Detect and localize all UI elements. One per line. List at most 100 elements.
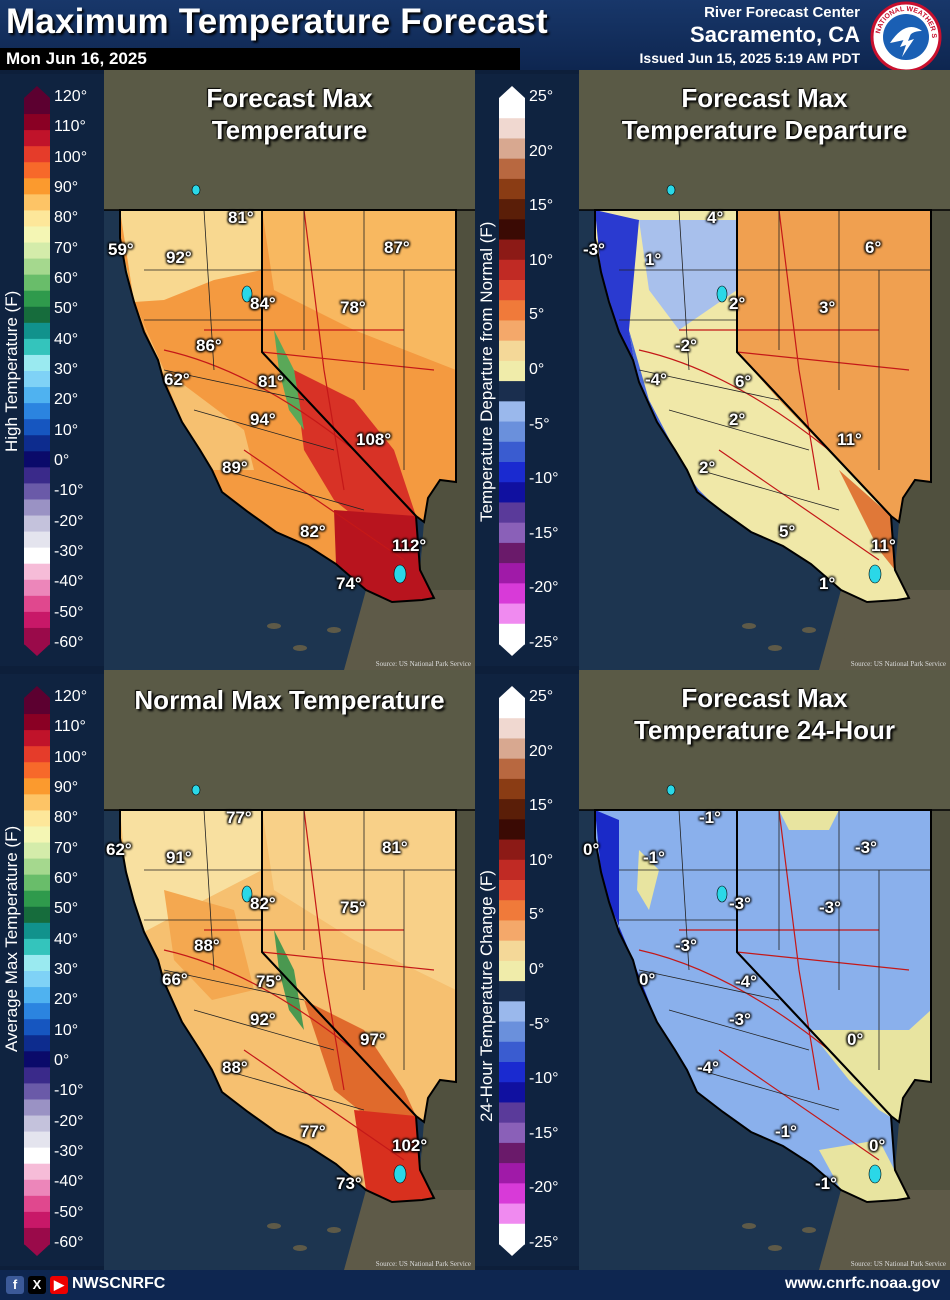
legend-color-swatch [24, 1099, 50, 1117]
temperature-value-label: -1° [699, 808, 721, 827]
legend-color-swatch [24, 338, 50, 356]
legend-color-swatch [499, 1223, 525, 1245]
legend-color-swatch [499, 138, 525, 160]
temperature-value-label: 81° [258, 372, 284, 391]
temperature-value-label: 1° [645, 250, 662, 269]
legend-color-swatch [24, 162, 50, 179]
legend-color-swatch [24, 1227, 50, 1245]
legend-color-swatch [499, 778, 525, 800]
legend-axis-label: Average Max Temperature (F) [2, 825, 21, 1052]
temperature-value-label: 2° [699, 458, 716, 477]
legend-color-swatch [499, 98, 525, 119]
value-zone [120, 810, 262, 932]
x-icon[interactable]: X [28, 1276, 46, 1294]
legend-color-swatch [499, 158, 525, 180]
arizona-terrain [420, 810, 475, 1198]
legend-color-swatch [24, 762, 50, 779]
legend-tick-label: -30° [54, 543, 84, 560]
legend-tick-label: 15° [529, 797, 554, 815]
legend-color-swatch [24, 627, 50, 645]
legend-tick-label: 60° [54, 270, 79, 287]
temperature-value-label: -2° [675, 336, 697, 355]
oregon-terrain [579, 70, 950, 210]
legend-color-swatch [24, 499, 50, 517]
temperature-value-label: 77° [226, 808, 252, 827]
legend-tick-label: 0° [529, 961, 545, 978]
legend-color-swatch [24, 874, 50, 892]
temperature-value-label: 92° [250, 1010, 276, 1029]
legend-tick-label: 20° [529, 142, 554, 160]
legend-color-swatch [24, 387, 50, 404]
channel-island [768, 1245, 782, 1251]
temperature-value-label: -4° [735, 972, 757, 991]
reservoir-lake [666, 784, 676, 796]
legend-tick-label: 30° [54, 361, 79, 378]
legend-color-swatch [499, 259, 525, 281]
legend-color-swatch [24, 274, 50, 292]
legend-tick-label: 15° [529, 197, 554, 215]
oregon-terrain [104, 70, 475, 210]
change-24h-panel: Forecast Max Temperature 24-Hour -1° 0° -1° -… [579, 670, 950, 1270]
legend-tick-label: -5° [529, 415, 550, 433]
value-zones [595, 210, 931, 570]
legend-color-swatch [24, 1115, 50, 1133]
legend-color-swatch [499, 698, 525, 719]
legend-tick-label: 40° [54, 930, 79, 948]
temperature-value-label: 59° [108, 240, 134, 259]
panel-title-line: Forecast Max [206, 83, 373, 113]
normal_max-map [104, 670, 475, 1270]
legend-tick-label: 5° [529, 306, 545, 324]
value-zone [839, 470, 895, 570]
legend-color-swatch [24, 306, 50, 324]
legend-color-swatch [24, 354, 50, 372]
value-zone [120, 210, 262, 302]
legend-color-swatch [24, 435, 50, 452]
legend-color-swatch [499, 1102, 525, 1124]
mexico-terrain [819, 590, 950, 670]
legend-top-arrow [499, 86, 525, 98]
website-link[interactable]: www.cnrfc.noaa.gov [785, 1275, 940, 1292]
legend-color-swatch [499, 300, 525, 322]
legend-tick-label: 50° [54, 900, 79, 918]
legend-tick-label: -10° [54, 1082, 84, 1100]
temperature-value-label: 81° [228, 208, 254, 227]
channel-island [293, 1245, 307, 1251]
mexico-terrain [819, 1190, 950, 1270]
legend-tick-label: -30° [54, 1143, 84, 1160]
social-handle[interactable]: NWSCNRFC [72, 1275, 166, 1292]
arizona-terrain [420, 210, 475, 598]
departure-legend: 25° 20° 15° 10° 5° 0° -5° -10° -15° -20° -25° Tempe… [475, 74, 579, 666]
legend-color-swatch [24, 1131, 50, 1149]
legend-tick-label: 100° [54, 148, 88, 166]
temperature-value-label: 112° [392, 536, 427, 555]
temperature-value-label: 2° [729, 294, 746, 313]
legend-tick-label: 40° [54, 330, 79, 348]
legend-tick-label: 60° [54, 870, 79, 887]
rfc-city: Sacramento, CA [690, 22, 860, 47]
channel-island [742, 1223, 756, 1229]
legend-color-swatch [499, 839, 525, 861]
facebook-icon[interactable]: f [6, 1276, 24, 1294]
legend-tick-label: 0° [529, 361, 545, 378]
legend-tick-label: -10° [529, 1070, 559, 1088]
legend-color-swatch [499, 900, 525, 922]
forecast_max-map [104, 70, 475, 670]
legend-axis-label: High Temperature (F) [2, 290, 21, 452]
youtube-icon[interactable]: ▶ [50, 1276, 68, 1294]
lake-tahoe [716, 885, 728, 903]
legend-tick-label: -25° [529, 634, 559, 651]
temperature-value-label: -1° [815, 1174, 837, 1193]
lake-tahoe [241, 285, 253, 303]
legend-color-swatch [499, 219, 525, 241]
temperature-value-label: -3° [819, 898, 841, 917]
california-border [594, 809, 911, 1204]
value-zones [120, 210, 456, 602]
legend-tick-label: -10° [54, 482, 84, 500]
forecast-date: Mon Jun 16, 2025 [6, 49, 147, 68]
nws-logo-icon: NATIONAL WEATHER SERVICE [870, 1, 942, 73]
legend-bottom-arrow [24, 1244, 50, 1256]
legend-color-swatch [499, 462, 525, 483]
legend-color-swatch [24, 194, 50, 212]
temperature-value-label: 78° [340, 298, 366, 317]
legend-tick-label: 20° [529, 742, 554, 760]
